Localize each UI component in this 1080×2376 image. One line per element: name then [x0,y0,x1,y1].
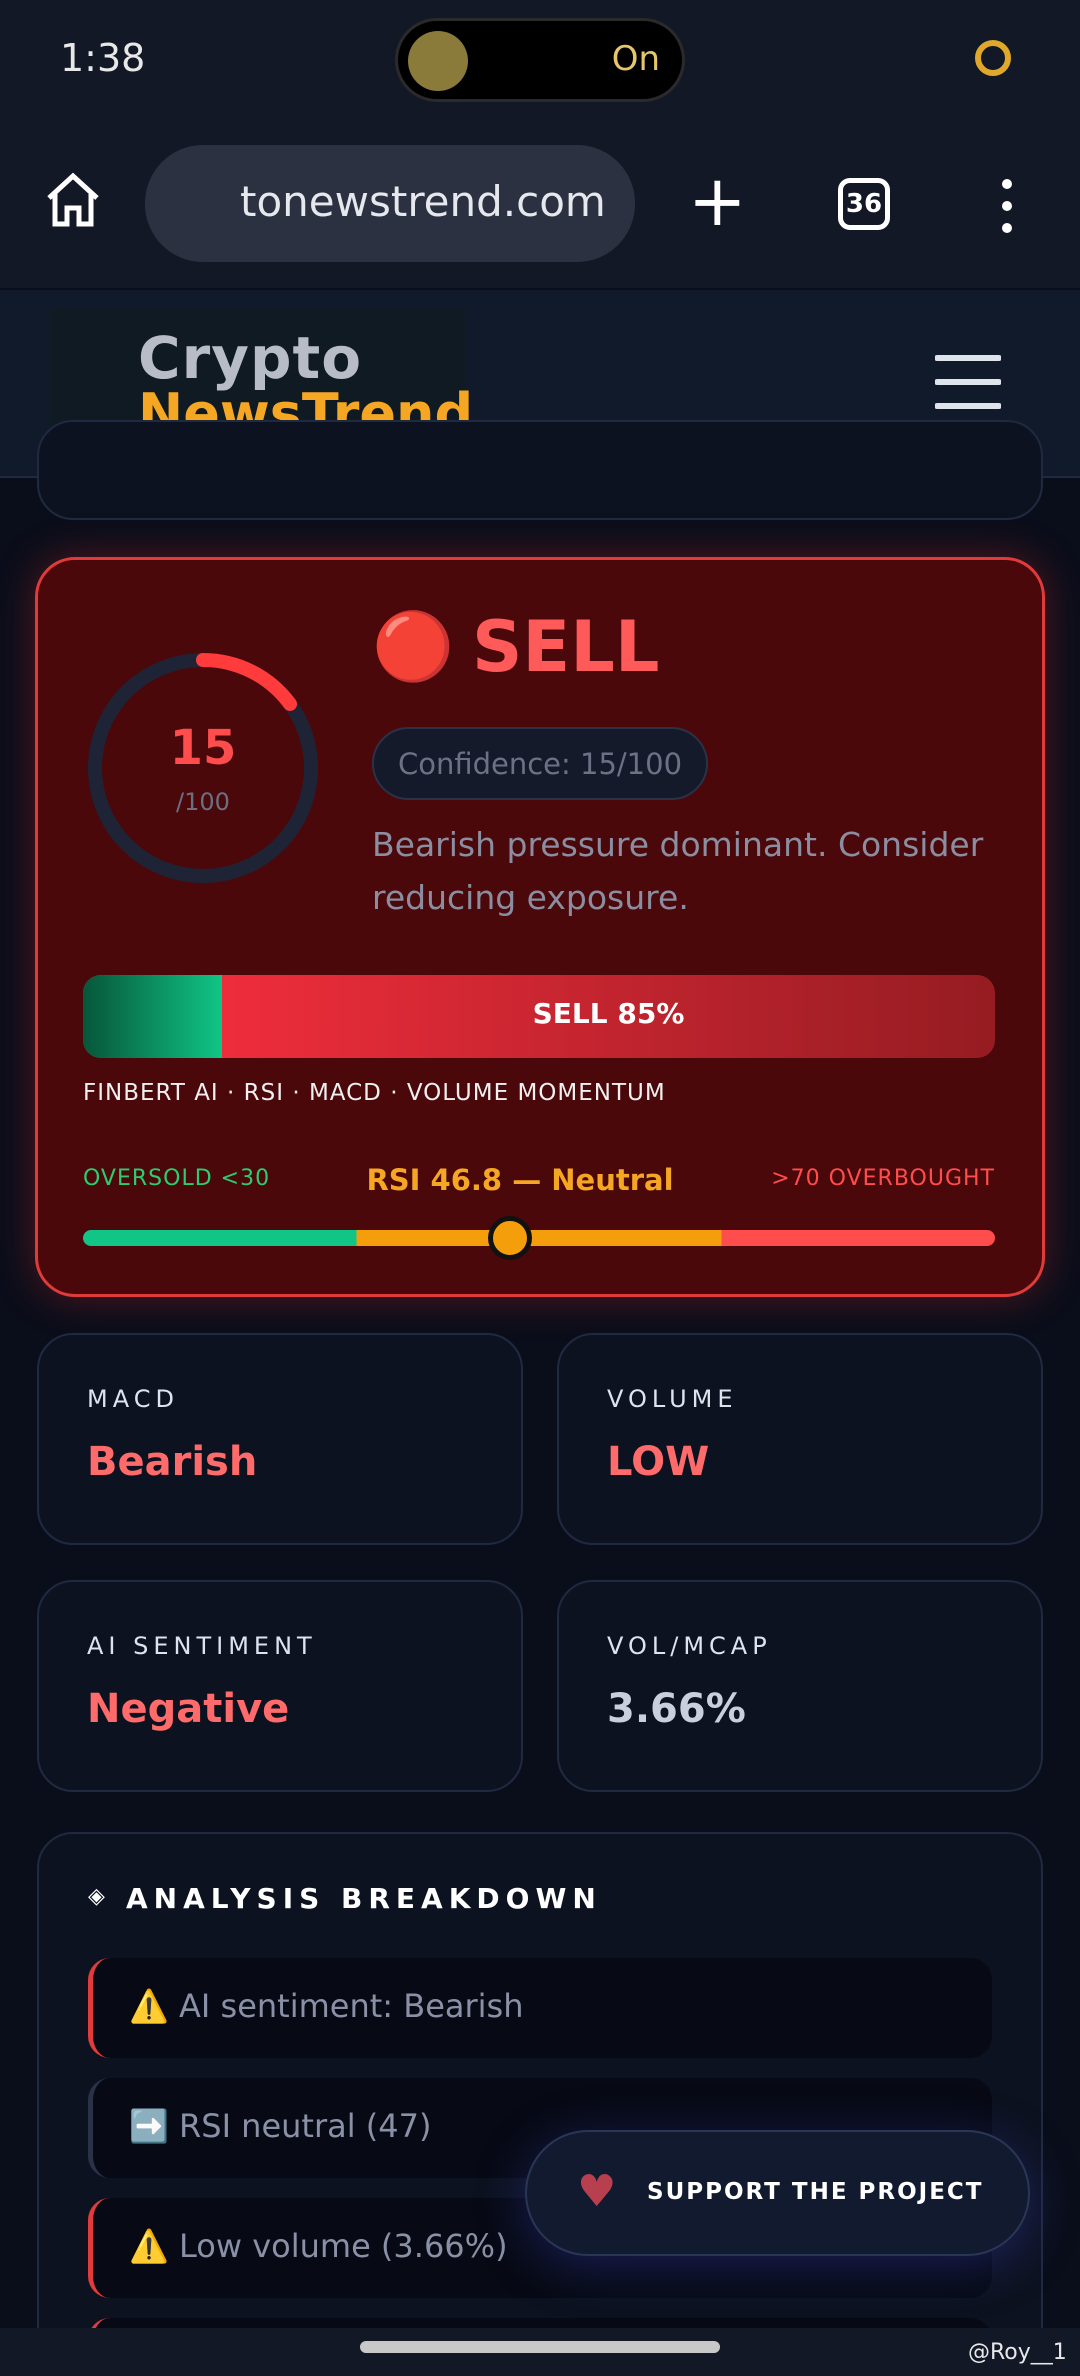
confidence: Confidence: 15/100 [372,727,708,800]
stat-card [557,1580,1043,1792]
new-tab[interactable]: + [688,160,747,242]
sources: FINBERT AI · RSI · MACD · VOLUME MOMENTU… [83,1080,666,1106]
signal-card [35,557,1045,1297]
signal-label: SELL [472,606,660,688]
stat-value: Bearish [87,1439,258,1485]
clock: 1:38 [60,36,146,80]
rsi-marker [488,1216,532,1260]
watermark: @Roy__1 [968,2340,1067,2365]
analysis-title: ANALYSIS BREAKDOWN [126,1882,602,1915]
support-text: SUPPORT THE PROJECT [647,2179,984,2205]
analysis-item: ⚠️ AI sentiment: Bearish [88,1958,992,2058]
stat-value: Negative [87,1686,290,1732]
stat-label: VOL/MCAP [607,1632,772,1660]
score: 15 [169,720,237,776]
rsi-track [83,1230,995,1246]
analysis-icon: ◈ [88,1884,105,1909]
stat-card [557,1333,1043,1545]
description: Bearish pressure dominant. Consider redu… [372,825,984,917]
logo[interactable]: Crypto NewsTrend [50,310,473,450]
rsi-oversold: OVERSOLD <30 [83,1166,271,1191]
support-button[interactable]: ♥ SUPPORT THE PROJECT [525,2130,1030,2256]
tab-count[interactable]: 36 [838,178,890,230]
stat-label: MACD [87,1385,179,1413]
url: tonewstrend.com [240,177,606,226]
sell-bar: SELL 85% [83,975,995,1058]
home-button[interactable] [45,172,101,228]
bar-label: SELL 85% [532,997,685,1030]
score-max: /100 [176,788,230,816]
score-gauge [88,653,318,883]
stat-label: VOLUME [607,1385,738,1413]
card-edge [37,420,1043,520]
heart: ♥ [577,2166,617,2217]
url-bar[interactable]: tonewstrend.com [145,145,635,262]
stat-card [37,1333,523,1545]
stat-card [37,1580,523,1792]
stat-value: LOW [607,1439,710,1485]
battery [975,40,1011,76]
hamburger[interactable] [935,352,1001,412]
home-indicator[interactable] [360,2341,720,2353]
flashlight-pill: On [395,18,685,102]
rsi-reading: RSI 46.8 — Neutral [366,1163,674,1197]
stat-label: AI SENTIMENT [87,1632,317,1660]
pill-text: On [611,39,660,79]
menu[interactable] [996,178,1018,234]
stat-value: 3.66% [607,1686,746,1732]
signal-icon: 🔴 [372,608,455,685]
rsi-overbought: >70 OVERBOUGHT [771,1166,995,1191]
logo-top: Crypto [138,324,363,392]
